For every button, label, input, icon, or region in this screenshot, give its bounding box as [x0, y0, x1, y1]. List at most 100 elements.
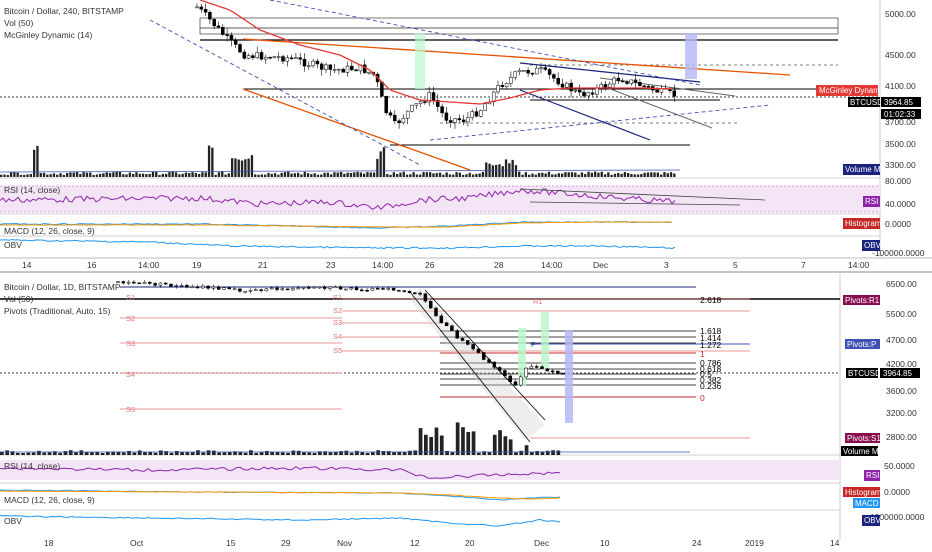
candle-body — [285, 288, 290, 291]
candle-body — [556, 78, 560, 85]
candle-body — [322, 286, 327, 289]
projection-box-blue — [685, 33, 697, 79]
volume-bar — [386, 451, 391, 455]
time-axis-label: 15 — [226, 538, 236, 548]
volume-bar — [540, 451, 545, 455]
countdown-label: 01:02:33 — [884, 110, 916, 119]
volume-bar — [138, 173, 141, 177]
volume-bar — [49, 174, 52, 177]
volume-bar — [574, 172, 577, 177]
volume-bar — [518, 171, 521, 177]
volume-bar — [434, 427, 439, 455]
volume-bar — [121, 452, 126, 455]
top-legend-obv: OBV — [4, 240, 22, 250]
candle-body — [402, 290, 406, 292]
volume-bar — [184, 172, 188, 177]
volume-bar — [291, 450, 296, 455]
candle-body — [225, 34, 229, 36]
volume-bar — [259, 452, 264, 455]
volume-bar — [561, 173, 564, 177]
volume-bar — [339, 171, 343, 177]
candle-body — [388, 112, 393, 116]
volume-bar — [376, 158, 379, 177]
rsi-line — [0, 466, 561, 479]
pivots-s1-tag — [845, 433, 880, 443]
volume-bar — [194, 173, 198, 177]
volume-bar — [389, 174, 392, 177]
candle-body — [206, 285, 210, 289]
candle-body — [328, 286, 332, 289]
candle-body — [291, 288, 295, 291]
volume-bar — [508, 439, 513, 455]
candle-body — [296, 287, 300, 290]
candle-body — [483, 103, 487, 111]
candle-body — [612, 77, 616, 85]
volume-bar — [69, 172, 72, 177]
time-axis-label: Dec — [534, 538, 550, 548]
histogram-tag — [843, 487, 880, 497]
volume-bar — [116, 451, 121, 455]
projection-box-green — [415, 33, 425, 89]
volume-bar — [528, 174, 531, 177]
obv-axis-label: 1200000.0000 — [870, 512, 925, 522]
candle-body — [428, 300, 433, 309]
volume-bar — [168, 172, 171, 177]
candle-body — [638, 81, 642, 87]
volume-bar — [524, 172, 528, 177]
candle-body — [280, 288, 285, 291]
mcginley-dynamic-line — [199, 0, 673, 105]
volume-bar — [310, 174, 313, 177]
time-axis-label: 18 — [44, 538, 54, 548]
volume-bar — [62, 174, 66, 177]
volume-bar — [10, 451, 15, 455]
volume-bar — [211, 147, 214, 177]
candle-body — [460, 338, 465, 341]
volume-bar — [63, 451, 68, 455]
candle-body — [381, 288, 385, 290]
volume-bar — [201, 172, 204, 177]
volume-bar — [312, 452, 317, 455]
volume-bar — [198, 173, 201, 177]
candle-body — [289, 57, 294, 60]
volume-bar — [132, 452, 137, 455]
price-axis-label: 3200.00 — [886, 408, 917, 418]
candle-body — [474, 111, 479, 117]
candle-body — [534, 67, 539, 75]
candle-body — [386, 287, 391, 290]
volume-bar — [165, 173, 168, 177]
volume-bar — [100, 452, 105, 455]
candle-body — [573, 89, 578, 92]
candle-body — [513, 71, 517, 78]
volume-bar — [111, 451, 116, 455]
candle-body — [221, 26, 225, 35]
volume-bar — [238, 451, 243, 455]
volume-bar — [148, 173, 151, 177]
time-axis-label: 14:00 — [372, 260, 394, 270]
candle-body — [410, 104, 414, 112]
candle-body — [238, 288, 242, 292]
volume-bar — [190, 452, 195, 455]
candle-body — [504, 83, 509, 88]
candle-body — [380, 81, 384, 97]
volume-bar — [102, 173, 105, 177]
candle-body — [360, 289, 364, 292]
volume-bar — [127, 450, 131, 455]
candle-body — [142, 282, 147, 284]
candle-body — [298, 57, 302, 60]
candle-body — [264, 56, 268, 60]
price-candles-1d — [116, 280, 565, 387]
time-axis-label: Oct — [130, 538, 144, 548]
candle-body — [496, 85, 500, 93]
last-price-tag — [880, 368, 920, 378]
histogram-tag-label: Histogram — [845, 488, 882, 497]
candle-body — [560, 83, 565, 88]
volume-bar — [316, 174, 320, 177]
candle-body — [269, 287, 274, 290]
time-axis-label: 14:00 — [848, 260, 870, 270]
volume-bar — [158, 174, 161, 177]
candle-body — [302, 58, 307, 67]
pivot-labels: S1 S2 S3 S4 S5 R1 S1 S2 S3 S4 S5 P — [126, 293, 543, 414]
volume-bar — [320, 174, 323, 177]
volume-bar — [118, 171, 122, 177]
candle-body — [333, 286, 338, 289]
